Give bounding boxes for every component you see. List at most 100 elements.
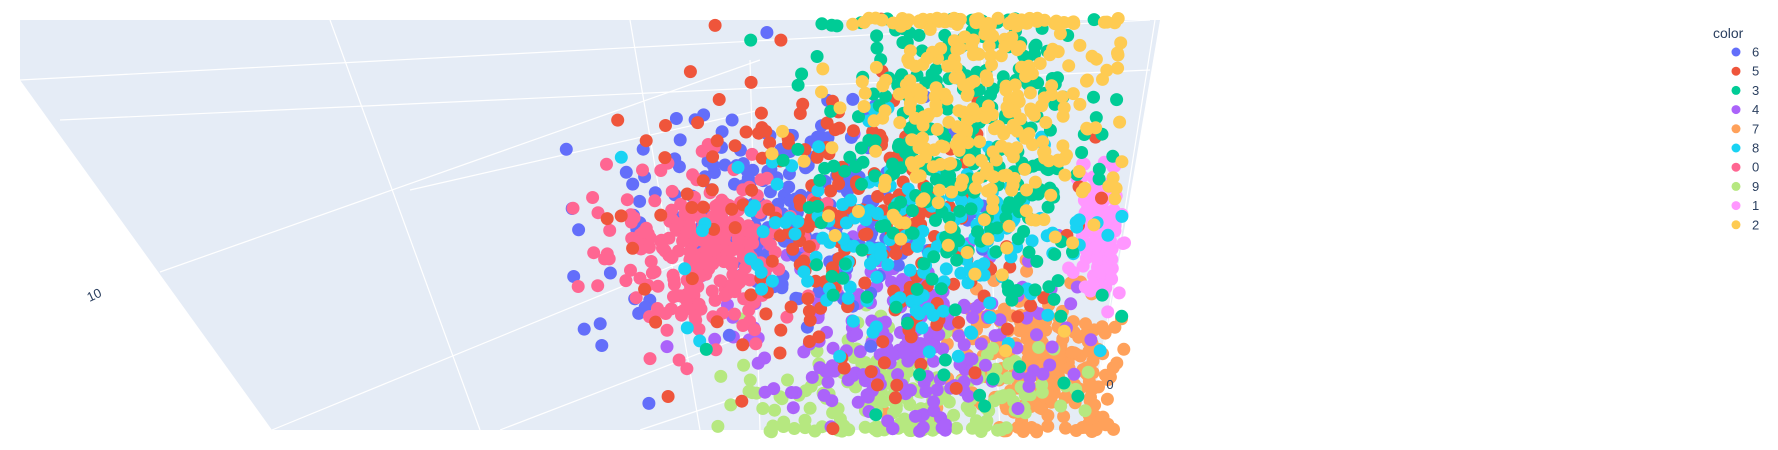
data-point-9	[781, 373, 794, 387]
data-point-0	[731, 232, 745, 246]
data-point-2	[937, 140, 951, 154]
data-point-5	[876, 335, 890, 349]
data-point-3	[1028, 283, 1042, 297]
data-point-2	[913, 15, 927, 29]
data-point-2	[1033, 57, 1047, 70]
data-point-8	[765, 274, 779, 288]
legend-label-9: 9	[1752, 179, 1759, 194]
data-point-5	[847, 124, 860, 138]
data-point-3	[843, 150, 857, 164]
data-point-9	[1001, 371, 1015, 385]
data-point-3	[838, 257, 852, 271]
data-point-2	[1023, 86, 1037, 100]
data-point-0	[651, 279, 665, 293]
data-point-2	[1109, 181, 1123, 195]
gridline	[329, 19, 481, 431]
legend-marker-8[interactable]	[1731, 143, 1741, 153]
data-point-5	[659, 119, 672, 132]
data-point-3	[870, 29, 884, 43]
data-point-0	[746, 236, 760, 250]
legend-label-1: 1	[1752, 198, 1759, 213]
data-point-4	[891, 368, 905, 382]
data-point-2	[1085, 49, 1099, 63]
data-point-3	[901, 316, 914, 330]
data-point-4	[819, 364, 833, 378]
data-point-7	[1065, 345, 1079, 359]
data-point-2	[905, 156, 918, 170]
data-point-2	[1044, 188, 1058, 202]
data-point-3	[791, 78, 805, 92]
data-point-2	[981, 16, 995, 30]
data-point-0	[742, 303, 756, 317]
data-point-4	[993, 313, 1007, 327]
data-point-2	[1073, 38, 1087, 52]
data-point-5	[801, 292, 815, 306]
data-point-2	[1075, 185, 1089, 199]
legend-marker-5[interactable]	[1731, 66, 1741, 76]
data-point-8	[915, 321, 929, 335]
data-point-7	[1108, 320, 1122, 334]
data-point-1	[1092, 265, 1106, 279]
data-point-9	[776, 419, 790, 433]
data-point-2	[1114, 36, 1128, 50]
data-point-3	[1042, 280, 1056, 294]
data-point-2	[967, 74, 981, 88]
data-point-4	[817, 388, 831, 402]
legend-marker-0[interactable]	[1731, 162, 1741, 172]
data-point-4	[1030, 328, 1043, 342]
data-point-5	[712, 93, 726, 106]
data-point-9	[1081, 365, 1095, 379]
data-point-0	[591, 279, 605, 293]
data-point-2	[1111, 12, 1125, 25]
legend-marker-7[interactable]	[1731, 124, 1741, 134]
data-point-3	[1017, 225, 1031, 238]
data-point-3	[1066, 245, 1079, 259]
gridline	[1089, 19, 1156, 431]
data-point-7	[1041, 419, 1055, 433]
data-point-5	[710, 134, 724, 148]
data-point-2	[893, 116, 907, 130]
data-point-5	[784, 300, 798, 314]
data-point-9	[826, 406, 840, 420]
data-point-0	[602, 252, 616, 266]
data-point-5	[870, 378, 884, 392]
data-point-5	[889, 247, 903, 261]
data-point-7	[1057, 410, 1071, 423]
data-point-8	[747, 199, 761, 213]
data-point-2	[966, 102, 980, 116]
data-point-8	[695, 224, 709, 237]
legend-marker-6[interactable]	[1731, 47, 1741, 57]
data-point-5	[773, 229, 787, 243]
data-point-7	[1107, 422, 1120, 436]
data-point-2	[1057, 324, 1071, 338]
data-point-2	[857, 15, 871, 29]
data-point-4	[952, 329, 966, 343]
legend-marker-9[interactable]	[1731, 181, 1741, 191]
data-point-2	[960, 89, 974, 102]
data-point-0	[713, 274, 727, 288]
data-point-9	[808, 424, 822, 438]
data-point-0	[715, 211, 729, 225]
data-point-8	[731, 160, 745, 174]
data-point-8	[841, 291, 855, 305]
legend-marker-2[interactable]	[1731, 220, 1741, 230]
legend-label-5: 5	[1752, 64, 1759, 79]
legend-marker-1[interactable]	[1731, 201, 1741, 211]
data-point-1	[1086, 278, 1100, 292]
data-point-0	[633, 271, 647, 285]
data-point-2	[912, 141, 926, 155]
data-point-2	[938, 87, 952, 101]
data-point-3	[1030, 254, 1044, 268]
data-point-2	[968, 267, 982, 281]
data-point-4	[979, 358, 992, 372]
data-point-3	[1115, 309, 1129, 323]
data-point-8	[864, 257, 877, 271]
gridline	[271, 229, 761, 431]
legend-marker-4[interactable]	[1731, 105, 1741, 115]
data-point-9	[999, 421, 1013, 435]
data-point-5	[952, 315, 966, 329]
data-point-2	[979, 111, 993, 125]
data-point-3	[917, 257, 931, 271]
legend-marker-3[interactable]	[1731, 85, 1741, 95]
